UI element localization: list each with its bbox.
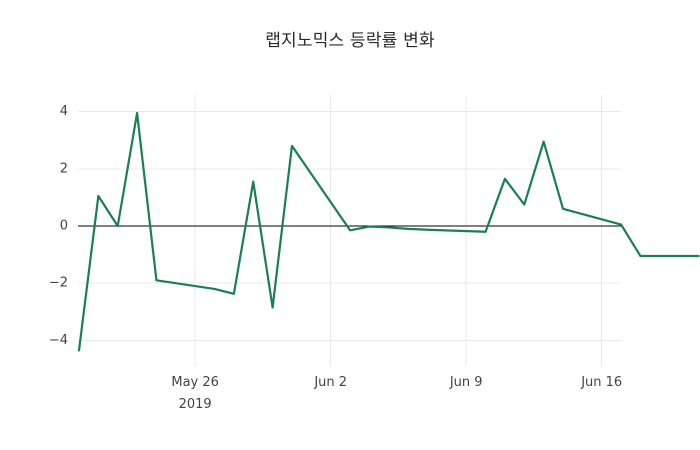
data-line-series <box>77 111 700 352</box>
y-axis-tick-label: 2 <box>60 161 68 176</box>
x-axis-tick-label: Jun 2 <box>313 375 347 390</box>
x-axis-year-label: 2019 <box>179 397 212 412</box>
data-series-group <box>77 111 700 352</box>
y-axis-tick-labels: 4 2 0 −2 −4 <box>49 104 68 348</box>
y-axis-tick-label: 4 <box>60 104 68 119</box>
y-axis-tick-label: −4 <box>49 333 68 348</box>
x-gridlines <box>194 94 603 367</box>
chart-title: 랩지노믹스 등락률 변화 <box>265 31 435 51</box>
x-axis-tick-label: Jun 16 <box>580 375 622 390</box>
x-axis-tick-label: May 26 <box>171 375 219 390</box>
y-axis-tick-label: −2 <box>49 276 68 291</box>
y-axis-tick-label: 0 <box>60 219 68 234</box>
x-axis-tick-labels: May 26 2019 Jun 2 Jun 9 Jun 16 <box>171 375 622 412</box>
x-axis-tick-label: Jun 9 <box>449 375 483 390</box>
